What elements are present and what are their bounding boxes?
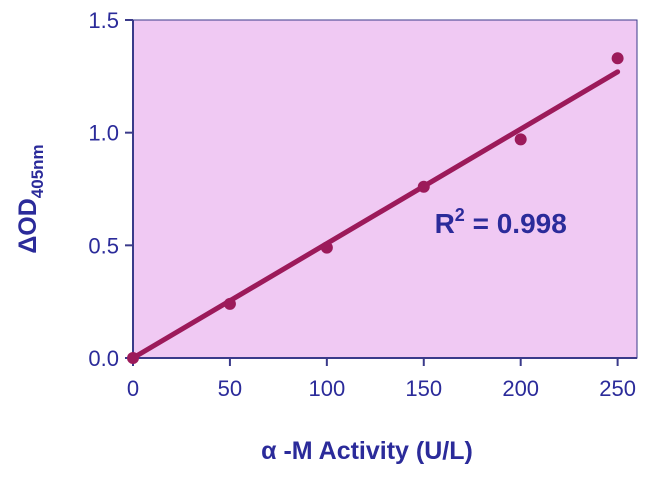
- x-axis-title: α -M Activity (U/L): [261, 437, 473, 465]
- x-tick-label: 250: [599, 376, 636, 401]
- r-squared-annotation: R2 = 0.998: [435, 205, 567, 239]
- x-tick-label: 0: [127, 376, 139, 401]
- data-point: [417, 180, 430, 193]
- data-point: [127, 352, 139, 364]
- data-point: [514, 133, 527, 146]
- axes: [132, 20, 637, 359]
- r-squared-superscript: 2: [455, 205, 465, 225]
- y-tick-label: 0.0: [88, 346, 119, 371]
- r-squared-base: R: [435, 208, 455, 239]
- x-tick-label: 100: [308, 376, 345, 401]
- plot-area: [132, 19, 638, 359]
- y-tick-label: 1.0: [88, 121, 119, 146]
- y-tick-label: 0.5: [88, 233, 119, 258]
- y-axis-title: ΔOD405nm: [14, 144, 47, 253]
- x-tick-label: 200: [502, 376, 539, 401]
- fit-line-group: [130, 69, 621, 361]
- fit-line: [130, 69, 621, 361]
- ticks: 0 50 100 150 200 250 0.0 0.5 1.0 1.5: [88, 8, 636, 401]
- x-tick-label: 50: [218, 376, 242, 401]
- y-tick-label: 1.5: [88, 8, 119, 33]
- data-point: [320, 241, 333, 254]
- data-point: [611, 52, 624, 65]
- y-axis-title-main: ΔOD: [14, 198, 42, 253]
- data-point: [223, 297, 236, 310]
- r-squared-value: = 0.998: [465, 208, 567, 239]
- data-points: [127, 52, 624, 364]
- y-axis-title-subscript: 405nm: [28, 144, 47, 198]
- x-tick-label: 150: [405, 376, 442, 401]
